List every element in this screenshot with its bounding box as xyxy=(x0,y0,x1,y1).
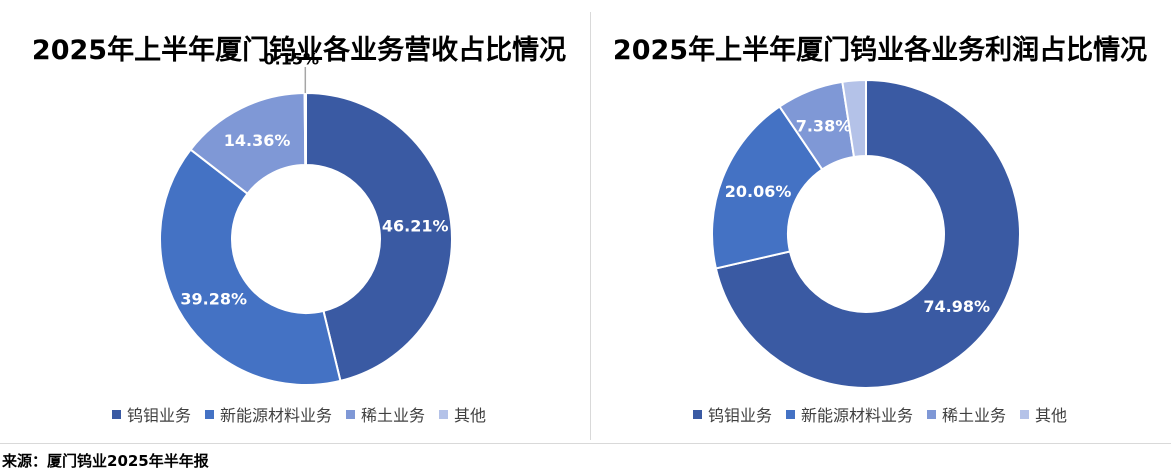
revenue-chart-panel: 2025年上半年厦门钨业各业务营收占比情况 46.21% 39.28% 14.36%… xyxy=(10,12,588,440)
legend-swatch-tungsten xyxy=(692,409,702,419)
profit-chart-panel: 2025年上半年厦门钨业各业务利润占比情况 74.98% 20.06% 7.38% … xyxy=(592,12,1168,440)
data-label-new-energy: 39.28% xyxy=(180,289,247,308)
legend-item-rare-earth: 稀土业务 xyxy=(346,402,425,426)
legend-item-new-energy: 新能源材料业务 xyxy=(204,402,332,426)
legend-item-rare-earth: 稀土业务 xyxy=(927,402,1006,426)
legend-label: 钨钼业务 xyxy=(126,406,191,425)
legend-item-tungsten: 钨钼业务 xyxy=(111,402,191,426)
donut-slice-other xyxy=(841,78,867,159)
donut-slice-other xyxy=(303,91,307,167)
legend-swatch-new-energy xyxy=(204,409,214,419)
revenue-chart-legend: 钨钼业务 新能源材料业务 稀土业务 其他 xyxy=(10,402,588,426)
data-label-tungsten: 74.98% xyxy=(923,297,990,316)
legend-label: 其他 xyxy=(1035,406,1068,425)
data-label-rare-earth: 14.36% xyxy=(224,131,291,150)
data-label-new-energy: 20.06% xyxy=(725,182,792,201)
source-note: 来源：厦门钨业2025年半年报 xyxy=(2,452,209,470)
legend-label: 稀土业务 xyxy=(942,406,1007,425)
profit-chart-legend: 钨钼业务 新能源材料业务 稀土业务 其他 xyxy=(592,402,1168,426)
legend-label: 钨钼业务 xyxy=(707,406,772,425)
legend-item-other: 其他 xyxy=(1020,402,1067,426)
legend-swatch-other xyxy=(1020,409,1030,419)
legend-swatch-rare-earth xyxy=(346,409,355,419)
legend-label: 其他 xyxy=(454,406,487,425)
legend-item-other: 其他 xyxy=(439,402,486,426)
legend-swatch-tungsten xyxy=(111,409,121,419)
legend-item-new-energy: 新能源材料业务 xyxy=(785,402,913,426)
data-label-other: 0.15% xyxy=(264,50,320,69)
legend-label: 稀土业务 xyxy=(361,406,426,425)
donut-slice-new-energy xyxy=(159,148,342,386)
donut-slice-new-energy xyxy=(711,105,824,270)
legend-item-tungsten: 钨钼业务 xyxy=(692,402,772,426)
source-divider xyxy=(0,443,1171,444)
panel-divider xyxy=(590,12,591,440)
revenue-donut-chart: 46.21% 39.28% 14.36% 0.15% xyxy=(159,50,453,386)
donut-slice-tungsten xyxy=(305,91,453,383)
profit-chart-title: 2025年上半年厦门钨业各业务利润占比情况 xyxy=(612,35,1148,66)
legend-label: 新能源材料业务 xyxy=(800,406,913,425)
data-label-rare-earth: 7.38% xyxy=(796,117,852,136)
legend-swatch-other xyxy=(439,409,449,419)
profit-donut-chart: 74.98% 20.06% 7.38% xyxy=(711,78,1021,389)
legend-label: 新能源材料业务 xyxy=(219,406,332,425)
donut-slice-tungsten xyxy=(714,78,1021,389)
revenue-chart-title: 2025年上半年厦门钨业各业务营收占比情况 xyxy=(31,35,567,66)
legend-swatch-new-energy xyxy=(785,409,795,419)
legend-swatch-rare-earth xyxy=(927,409,936,419)
data-label-tungsten: 46.21% xyxy=(382,216,449,235)
